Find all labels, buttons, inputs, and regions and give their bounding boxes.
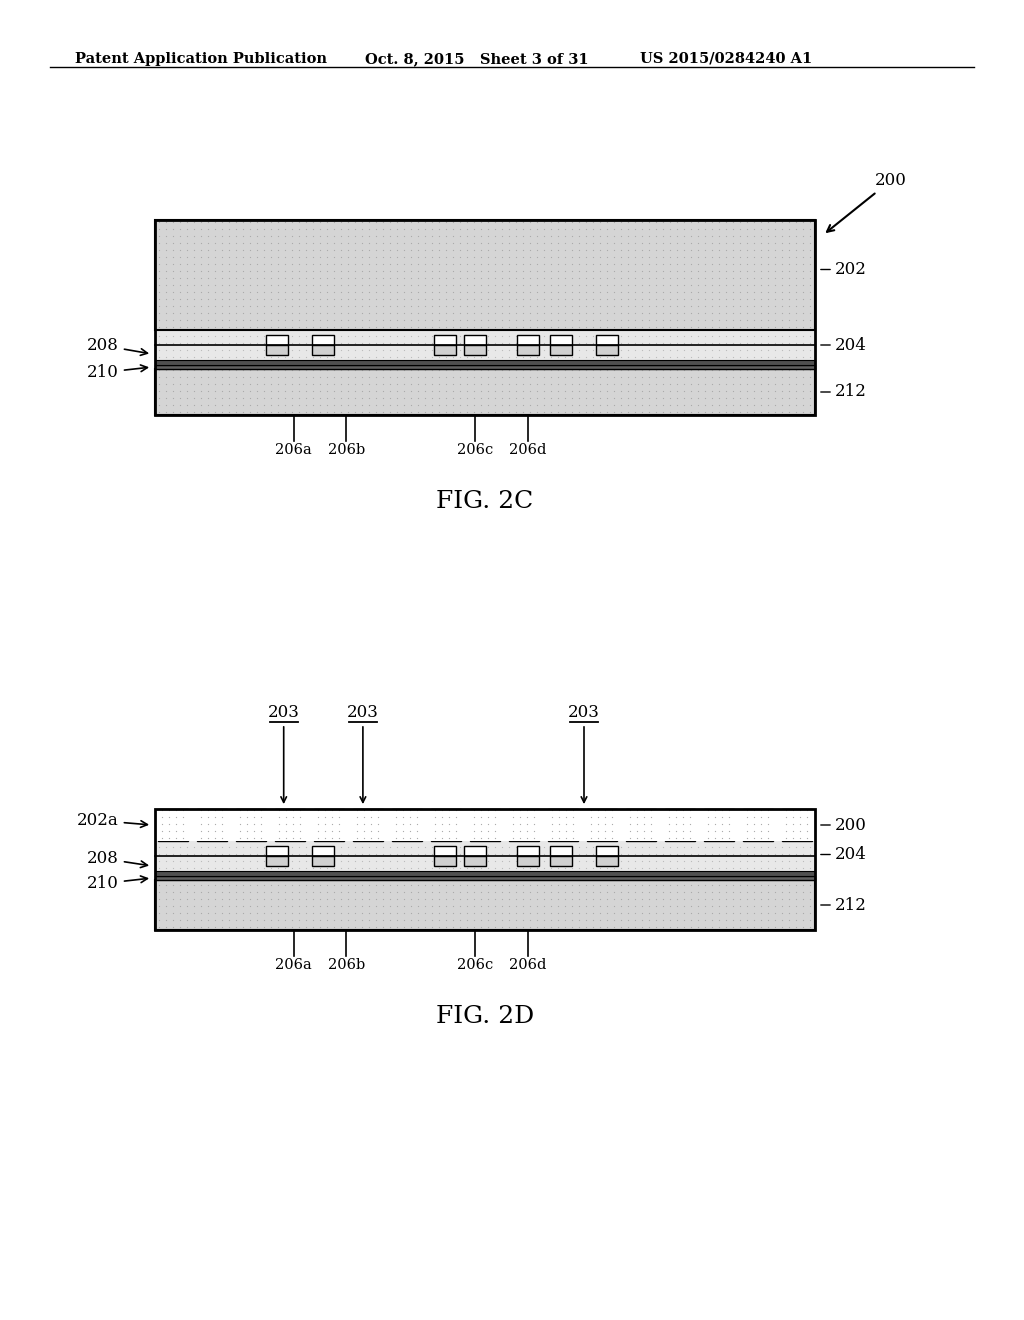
Bar [434,345,457,355]
Text: 206d: 206d [509,444,547,457]
Bar [665,809,695,841]
Text: 206a: 206a [275,958,312,972]
Bar [596,855,618,866]
Bar [550,345,571,355]
Text: US 2015/0284240 A1: US 2015/0284240 A1 [640,51,812,66]
Text: Oct. 8, 2015   Sheet 3 of 31: Oct. 8, 2015 Sheet 3 of 31 [365,51,589,66]
Bar [587,809,617,841]
Text: 206a: 206a [275,444,312,457]
Bar [236,809,266,841]
Bar [155,880,815,931]
Text: 202a: 202a [77,812,147,829]
Bar [197,809,227,841]
Text: 212: 212 [835,896,867,913]
Text: Patent Application Publication: Patent Application Publication [75,51,327,66]
Text: 203: 203 [347,704,379,721]
Text: 203: 203 [568,704,600,721]
Bar [275,809,305,841]
Text: 206b: 206b [328,444,365,457]
Bar [434,335,457,345]
Text: 206c: 206c [457,958,494,972]
Bar [312,335,334,345]
Text: FIG. 2D: FIG. 2D [436,1005,535,1028]
Bar [464,855,486,866]
Bar [550,335,571,345]
Bar [392,809,422,841]
Bar [550,846,571,855]
Bar [431,809,461,841]
Text: 204: 204 [835,846,867,863]
Bar [434,855,457,866]
Bar [517,345,539,355]
Text: 206d: 206d [509,958,547,972]
Bar [470,809,500,841]
Bar [517,335,539,345]
Bar [155,360,815,366]
Bar [596,335,618,345]
Bar [509,809,539,841]
Bar [155,841,815,871]
Text: 210: 210 [87,364,147,381]
Bar [464,345,486,355]
Bar [312,345,334,355]
Bar [155,876,815,880]
Bar [743,809,773,841]
Bar [155,809,815,841]
Bar [312,846,334,855]
Bar [155,809,815,931]
Bar [266,846,288,855]
Bar [312,855,334,866]
Bar [596,345,618,355]
Bar [517,846,539,855]
Bar [155,220,815,414]
Bar [155,871,815,876]
Text: 204: 204 [835,337,867,354]
Text: 200: 200 [827,172,907,232]
Text: 206c: 206c [457,444,494,457]
Bar [266,335,288,345]
Bar [266,855,288,866]
Bar [434,846,457,855]
Bar [158,809,188,841]
Bar [155,366,815,370]
Bar [353,809,383,841]
Bar [266,345,288,355]
Text: 208: 208 [87,850,147,867]
Bar [550,855,571,866]
Bar [155,220,815,330]
Text: 200: 200 [835,817,867,833]
Text: 206b: 206b [328,958,365,972]
Text: 210: 210 [87,875,147,892]
Bar [596,846,618,855]
Bar [782,809,812,841]
Bar [626,809,656,841]
Bar [517,855,539,866]
Text: FIG. 2C: FIG. 2C [436,490,534,513]
Bar [155,370,815,414]
Text: 203: 203 [267,704,300,721]
Text: 212: 212 [835,384,867,400]
Text: 208: 208 [87,337,147,355]
Bar [464,335,486,345]
Bar [705,809,734,841]
Bar [155,330,815,360]
Bar [548,809,578,841]
Text: 202: 202 [835,261,867,279]
Bar [314,809,344,841]
Bar [464,846,486,855]
